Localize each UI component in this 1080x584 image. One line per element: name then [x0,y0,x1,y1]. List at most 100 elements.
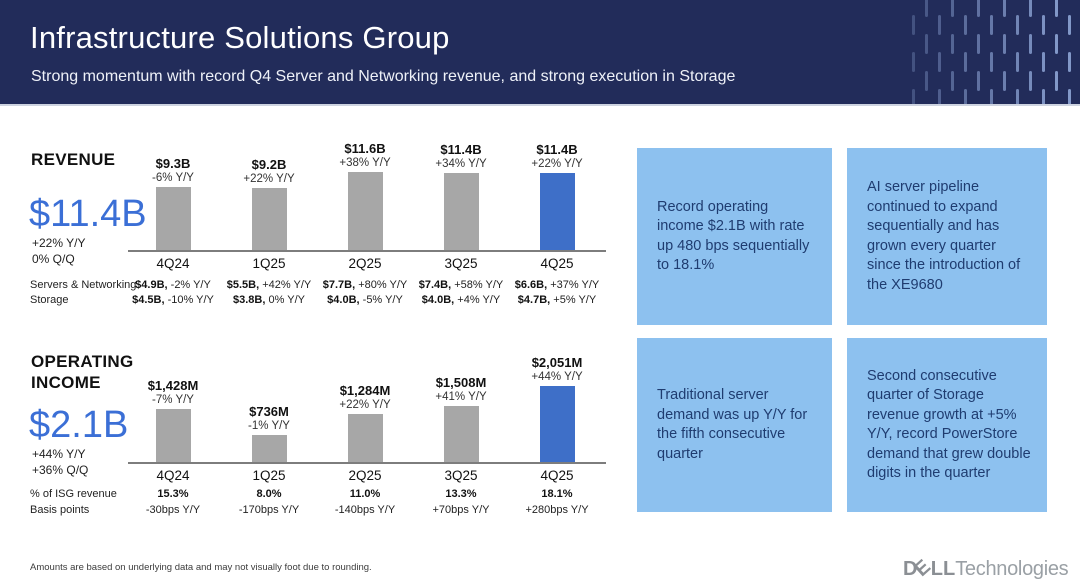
revenue-detail-cell: $4.9B, -2% Y/Y [135,279,211,291]
header-dash [938,15,941,35]
operating-income-detail-cell: 8.0% [256,488,282,500]
operating-income-column-3Q25: $1,508M +41% Y/Y [413,352,509,462]
revenue-bar-4Q24 [155,187,191,250]
revenue-detail-row-label: Servers & Networking [30,279,137,291]
operating-income-quarter-label: 4Q25 [540,468,574,483]
revenue-bar-label: $9.3B -6% Y/Y [152,156,194,184]
operating-income-quarter-axis: 4Q24 1Q25 2Q25 3Q25 4Q25 [30,468,615,484]
operating-income-column-4Q25: $2,051M +44% Y/Y [509,352,605,462]
operating-income-quarter-label: 1Q25 [252,468,286,483]
operating-income-bar-label: $1,428M -7% Y/Y [147,378,199,406]
header-dash [977,0,980,17]
operating-income-detail-cell: +70bps Y/Y [432,504,490,516]
revenue-column-4Q25: $11.4B +22% Y/Y [509,140,605,250]
header-dash [1029,0,1032,17]
header-dash [1042,89,1045,104]
header-dash [1003,71,1006,91]
operating-income-detail-cell: 11.0% [349,488,381,500]
header-dash [964,52,967,72]
revenue-bar-2Q25 [347,172,383,250]
revenue-detail-row-label: Storage [30,294,69,306]
operating-income-column-2Q25: $1,284M +22% Y/Y [317,352,413,462]
callout-text: Record operating income $2.1B with rate … [657,198,810,274]
operating-income-bar-2Q25 [347,414,383,462]
callout-text: Traditional server demand was up Y/Y for… [657,387,808,462]
header-dash [1042,52,1045,72]
rounding-footnote: Amounts are based on underlying data and… [30,562,372,573]
header-dash [951,34,954,54]
callout-storage-growth: Second consecutive quarter of Storage re… [847,338,1047,512]
revenue-column-3Q25: $11.4B +34% Y/Y [413,140,509,250]
header-dash [1055,0,1058,17]
header-dash [912,89,915,104]
revenue-quarter-label: 1Q25 [252,256,286,271]
header-dash [1016,52,1019,72]
header-dash [1042,15,1045,35]
header-dash [964,15,967,35]
revenue-bar-3Q25 [443,173,479,250]
header-dash [1029,34,1032,54]
revenue-detail-cell: $7.7B, +80% Y/Y [322,279,408,291]
operating-income-quarter-label: 4Q24 [156,468,190,483]
revenue-bar-chart: $9.3B -6% Y/Y $9.2B +22% Y/Y $11.6B +38% Y/Y $… [128,140,606,252]
operating-income-detail-cell: 13.3% [445,488,477,500]
revenue-headline-qoq: 0% Q/Q [32,252,75,266]
revenue-quarter-label: 4Q25 [540,256,574,271]
operating-income-column-1Q25: $736M -1% Y/Y [221,352,317,462]
revenue-bar-label: $9.2B +22% Y/Y [243,157,295,185]
revenue-column-2Q25: $11.6B +38% Y/Y [317,140,413,250]
header-dash [1068,52,1071,72]
header-dash [925,71,928,91]
page-subtitle: Strong momentum with record Q4 Server an… [31,68,736,85]
callout-record-operating-income: Record operating income $2.1B with rate … [637,148,832,325]
revenue-quarter-label: 4Q24 [156,256,190,271]
header-dash [912,52,915,72]
revenue-bar-4Q25 [539,173,575,250]
header-dash [977,34,980,54]
dell-technologies-logo: DELLTechnologies [903,556,1069,581]
operating-income-bar-label: $2,051M +44% Y/Y [531,355,583,383]
revenue-detail-cell: $5.5B, +42% Y/Y [226,279,312,291]
revenue-section-label: REVENUE [31,150,116,169]
header-dash [1068,89,1071,104]
revenue-detail-row: Storage $4.5B, -10% Y/Y $3.8B, 0% Y/Y $4.0B… [30,294,615,309]
operating-income-quarter-label: 3Q25 [444,468,478,483]
header-dash [951,0,954,17]
operating-income-detail-cell: -140bps Y/Y [334,504,396,516]
revenue-detail-cell: $4.0B, -5% Y/Y [327,294,403,306]
revenue-detail-cell: $7.4B, +58% Y/Y [418,279,504,291]
header-dash [1016,15,1019,35]
operating-income-detail-row: Basis points -30bps Y/Y -170bps Y/Y -140bps… [30,504,615,519]
header-dash [1029,71,1032,91]
header-dash [1003,0,1006,17]
operating-income-headline-qoq: +36% Q/Q [32,463,89,477]
operating-income-bar-4Q25 [539,386,575,462]
header-dash-pattern [912,0,1080,104]
operating-income-bar-label: $1,508M +41% Y/Y [435,375,487,403]
operating-income-bar-label: $736M -1% Y/Y [248,404,290,432]
revenue-bar-label: $11.4B +22% Y/Y [531,142,583,170]
header-dash [938,52,941,72]
operating-income-detail-cell: 18.1% [541,488,573,500]
operating-income-detail-cell: -170bps Y/Y [238,504,300,516]
callout-traditional-server-demand: Traditional server demand was up Y/Y for… [637,338,832,512]
header-dash [951,71,954,91]
operating-income-detail-row-label: Basis points [30,504,90,516]
header-dash [1016,89,1019,104]
header-dash [977,71,980,91]
revenue-detail-cell: $4.0B, +4% Y/Y [421,294,501,306]
header-dash [925,34,928,54]
header-dash [1055,71,1058,91]
operating-income-bar-label: $1,284M +22% Y/Y [339,383,391,411]
header-dash [1055,34,1058,54]
header-dash [990,15,993,35]
revenue-bar-label: $11.4B +34% Y/Y [435,142,487,170]
revenue-column-1Q25: $9.2B +22% Y/Y [221,140,317,250]
revenue-column-4Q24: $9.3B -6% Y/Y [125,140,221,250]
revenue-quarter-axis: 4Q24 1Q25 2Q25 3Q25 4Q25 [30,256,615,272]
revenue-headline-value: $11.4B [29,193,147,235]
header-dash [964,89,967,104]
operating-income-detail-row-label: % of ISG revenue [30,488,117,500]
revenue-detail-cell: $4.5B, -10% Y/Y [132,294,214,306]
